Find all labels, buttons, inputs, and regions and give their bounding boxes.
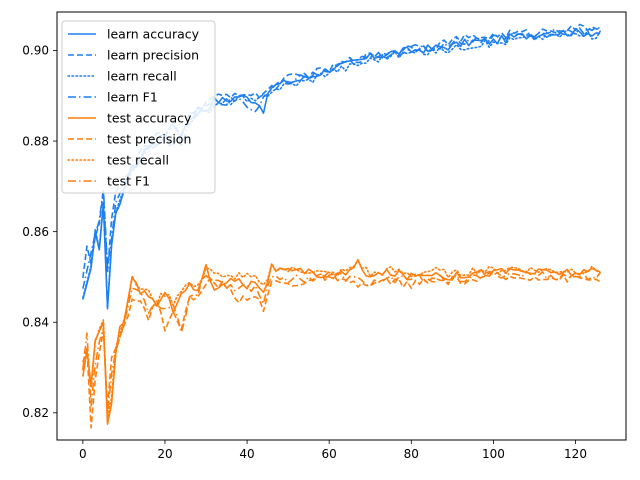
series-line-test-accuracy [82,258,601,425]
legend-label: learn F1 [107,90,158,105]
legend-label: test recall [107,153,169,168]
legend-label: learn accuracy [107,27,200,42]
series-line-learn-precision [82,23,601,278]
legend-label: learn precision [107,48,199,63]
series-line-test-f1 [82,270,601,416]
legend: learn accuracy learn precision learn recal… [61,20,216,194]
x-tick-label: 40 [239,447,254,461]
x-tick-label: 80 [404,447,419,461]
y-tick-label: 0.90 [22,44,49,58]
y-tick-label: 0.84 [22,315,49,329]
y-tick-label: 0.86 [22,225,49,239]
x-tick-label: 120 [564,447,587,461]
y-tick-label: 0.88 [22,134,49,148]
x-tick-label: 60 [322,447,337,461]
x-tick-label: 100 [482,447,505,461]
series-line-test-recall [82,259,601,421]
legend-label: test F1 [107,174,150,189]
legend-box [61,20,216,194]
axis-ticks: 0 20 40 60 80 100 120 0.82 0.84 0.86 0.88 0.90 [22,44,587,461]
series-line-test-precision [82,272,601,429]
plot-frame [56,11,627,441]
x-tick-label: 0 [79,447,87,461]
legend-label: learn recall [107,69,177,84]
legend-label: test precision [107,132,191,147]
x-tick-label: 20 [157,447,172,461]
y-tick-label: 0.82 [22,406,49,420]
legend-label: test accuracy [107,111,192,126]
